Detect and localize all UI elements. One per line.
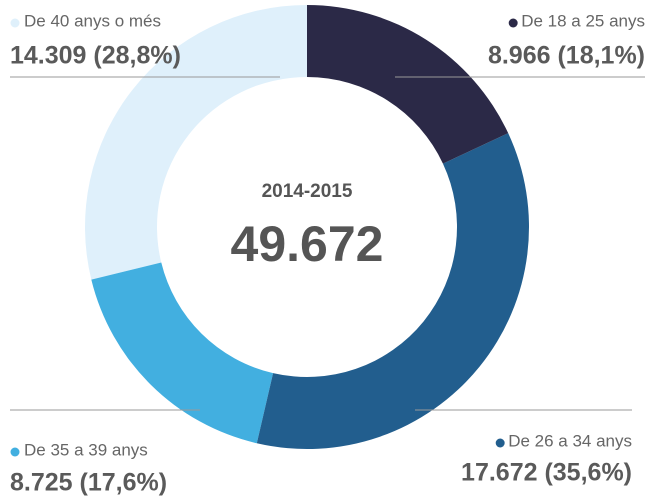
donut-segment bbox=[307, 5, 509, 164]
value-label: 17.672 (35,6%) bbox=[461, 459, 632, 487]
legend-label: De 26 a 34 anys bbox=[508, 431, 632, 450]
center-title: 2014-2015 bbox=[262, 181, 353, 202]
value-label: 8.725 (17,6%) bbox=[10, 469, 167, 497]
center-total: 49.672 bbox=[231, 216, 384, 272]
donut-segment bbox=[256, 133, 529, 449]
legend-label: De 35 a 39 anys bbox=[24, 440, 148, 459]
legend-label: De 40 anys o més bbox=[24, 11, 161, 30]
value-label: 8.966 (18,1%) bbox=[488, 42, 645, 70]
donut-segment bbox=[91, 262, 274, 444]
legend-label: De 18 a 25 anys bbox=[521, 11, 645, 30]
legend-dot bbox=[508, 18, 518, 28]
legend-dot bbox=[10, 447, 20, 457]
donut-segment bbox=[84, 5, 307, 280]
legend-dot bbox=[10, 18, 20, 28]
value-label: 14.309 (28,8%) bbox=[10, 42, 181, 70]
legend-dot bbox=[495, 438, 505, 448]
